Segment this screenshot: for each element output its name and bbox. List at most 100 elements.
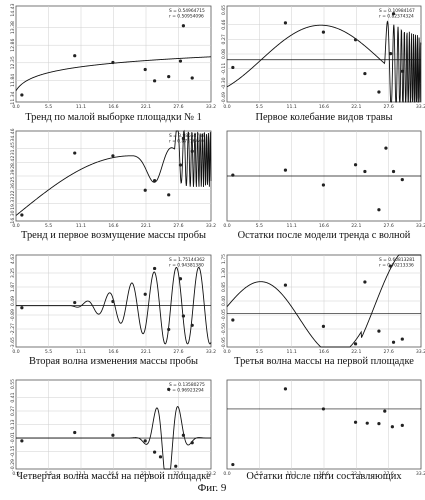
x-tick-label: 0.0 [223, 223, 230, 229]
x-tick-label: 27.6 [384, 104, 394, 110]
y-tick-label: -2.27 [10, 323, 16, 335]
y-tick-label: -0.29 [10, 459, 16, 471]
y-tick-label: 3.25 [10, 268, 16, 278]
y-tick-label: -0.30 [221, 77, 227, 89]
stat-s: S = 0.10984167 [379, 8, 415, 14]
chart-panel-5: 0.05.511.116.622.127.633.24.633.251.870.… [10, 254, 216, 367]
x-tick-label: 33.2 [206, 223, 216, 229]
data-point [144, 439, 147, 442]
y-tick-label: 0.40 [221, 296, 227, 306]
y-tick-label: 12.86 [10, 39, 16, 52]
x-tick-label: 11.1 [287, 223, 297, 229]
data-point [167, 328, 170, 331]
x-tick-label: 33.2 [416, 471, 425, 477]
data-point [377, 90, 380, 93]
x-tick-label: 0.0 [223, 471, 230, 477]
y-tick-label: 11.84 [10, 74, 16, 87]
data-point [354, 342, 357, 345]
y-tick-label: 12.35 [10, 56, 16, 69]
x-tick-label: 16.6 [319, 223, 329, 229]
data-point [111, 434, 114, 437]
data-point [144, 68, 147, 71]
stat-r: r = 0.50954096 [169, 14, 204, 20]
figure-label: Фиг. 9 [198, 482, 227, 494]
y-tick-label: 1.75 [221, 254, 227, 264]
chart-caption: Тренд по малой выборке площадки № 1 [25, 112, 202, 123]
x-tick-label: 27.6 [173, 104, 183, 110]
data-point [377, 330, 380, 333]
data-point [401, 424, 404, 427]
y-tick-label: -0.50 [221, 323, 227, 335]
x-tick-label: 22.1 [141, 349, 151, 355]
stat-r: r = 0.94381380 [169, 263, 204, 269]
stat-s: S = 1.75144362 [169, 257, 205, 263]
data-point [153, 79, 156, 82]
data-point [20, 93, 23, 96]
x-tick-label: 5.5 [256, 104, 263, 110]
data-point [322, 325, 325, 328]
data-point [191, 150, 194, 153]
x-tick-label: 22.1 [351, 104, 361, 110]
stat-s: S = 0.54964715 [169, 8, 205, 14]
chart-caption: Третья волна массы на первой площадке [234, 356, 414, 367]
data-point [144, 189, 147, 192]
data-point [167, 75, 170, 78]
y-tick-label: 0.41 [10, 392, 16, 402]
data-point [159, 455, 162, 458]
data-point [179, 59, 182, 62]
x-tick-label: 22.1 [141, 223, 151, 229]
data-point [391, 425, 394, 428]
data-point [182, 314, 185, 317]
x-tick-label: 22.1 [351, 349, 361, 355]
data-point [73, 301, 76, 304]
x-tick-label: 27.6 [173, 349, 183, 355]
y-tick-label: 34.46 [10, 128, 16, 141]
chart-caption: Вторая волна изменения массы пробы [29, 356, 198, 367]
data-point [20, 439, 23, 442]
data-point [401, 178, 404, 181]
data-point [73, 431, 76, 434]
data-point [401, 337, 404, 340]
y-tick-label: 1.30 [221, 268, 227, 278]
data-point [182, 434, 185, 437]
stat-r: r = 0.87376440 [169, 139, 204, 145]
stat-r: r = 0.82374324 [379, 14, 414, 20]
y-tick-label: 0.49 [10, 296, 16, 306]
data-point [284, 387, 287, 390]
y-tick-label: 22.36 [10, 183, 16, 196]
chart-caption: Первое колебание видов травы [255, 112, 392, 123]
y-tick-label: 16.30 [10, 210, 16, 223]
data-point [20, 213, 23, 216]
x-tick-label: 16.6 [108, 223, 118, 229]
x-tick-label: 27.6 [173, 223, 183, 229]
x-tick-label: 27.6 [384, 223, 394, 229]
data-point [284, 21, 287, 24]
data-point [231, 66, 234, 69]
y-tick-label: -0.15 [10, 445, 16, 457]
x-tick-label: 5.5 [45, 349, 52, 355]
data-point [401, 70, 404, 73]
data-point [191, 441, 194, 444]
x-tick-label: 5.5 [256, 223, 263, 229]
x-tick-label: 33.2 [416, 223, 425, 229]
data-point [111, 300, 114, 303]
x-tick-label: 33.2 [416, 104, 425, 110]
data-point [377, 422, 380, 425]
data-point [284, 169, 287, 172]
x-tick-label: 5.5 [256, 349, 263, 355]
chart-caption: Тренд и первое возмущение массы пробы [21, 230, 206, 241]
data-point [231, 318, 234, 321]
y-tick-label: 14.43 [10, 3, 16, 16]
chart-panel-1: 0.05.511.116.622.127.633.214.4313.3812.8… [10, 3, 216, 123]
stat-s: S = 3.98558737 [169, 133, 205, 139]
chart-caption: Четвертая волна массы на первой площадке [16, 471, 211, 482]
x-tick-label: 27.6 [384, 349, 394, 355]
data-point [363, 72, 366, 75]
y-tick-label: 0.27 [10, 406, 16, 416]
data-point [284, 284, 287, 287]
chart-panel-7: 0.05.511.116.622.127.633.20.550.410.270.… [10, 379, 216, 482]
x-tick-label: 5.5 [45, 223, 52, 229]
data-point [366, 422, 369, 425]
y-tick-label: 0.13 [10, 419, 16, 429]
